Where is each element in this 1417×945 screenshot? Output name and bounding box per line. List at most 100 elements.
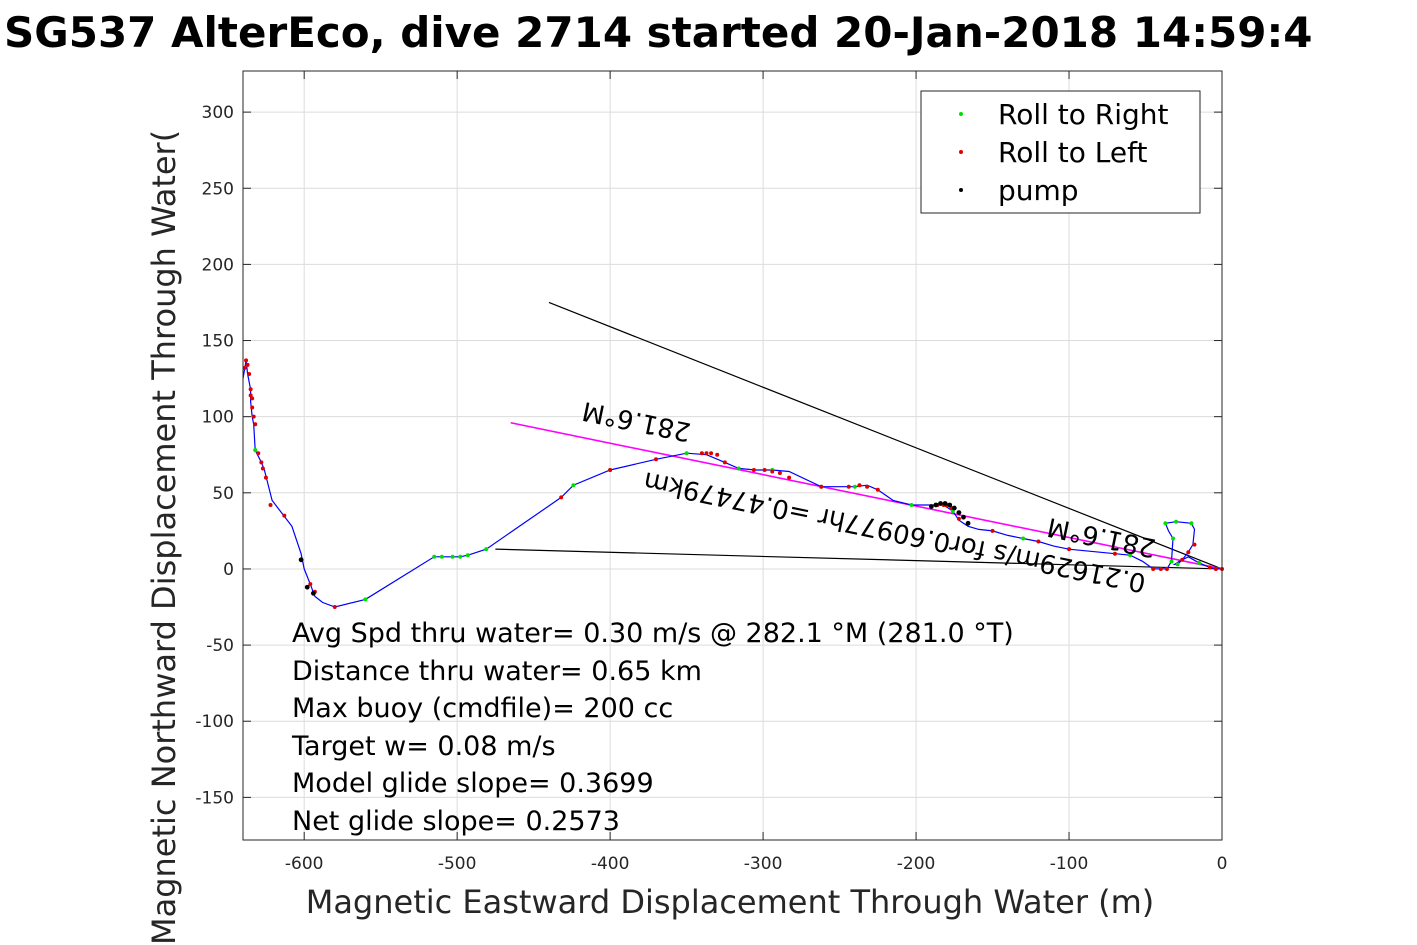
roll-right-point — [736, 466, 741, 471]
roll-left-point — [875, 487, 880, 492]
roll-left-point — [247, 372, 252, 377]
roll-left-point — [608, 467, 613, 472]
y-tick-label: 100 — [202, 408, 234, 428]
pump-point — [928, 504, 934, 509]
roll-left-point — [1186, 550, 1191, 555]
roll-left-point — [762, 467, 767, 472]
roll-left-point — [250, 396, 255, 401]
roll-left-point — [770, 469, 775, 474]
roll-left-point — [1112, 551, 1117, 556]
roll-right-point — [432, 554, 437, 559]
roll-left-point — [990, 528, 995, 533]
roll-right-point — [1169, 559, 1174, 564]
legend-label-pump: pump — [998, 174, 1079, 207]
roll-right-point — [852, 484, 857, 489]
plot-frame — [242, 70, 1223, 841]
roll-right-point — [909, 502, 914, 507]
roll-left-point — [251, 414, 256, 419]
axis-ticks: -600 -500 -400 -300 -200 -100 0-150-100-500501… — [195, 71, 1227, 874]
roll-right-point — [465, 553, 470, 558]
roll-left-point — [1180, 557, 1185, 562]
roll-right-point — [363, 597, 368, 602]
y-tick-label: 200 — [202, 255, 234, 275]
roll-right-point — [1128, 553, 1133, 558]
roll-left-point — [846, 484, 851, 489]
stat-max-buoy: Max buoy (cmdfile)= 200 cc — [292, 693, 673, 724]
roll-right-point — [1189, 521, 1194, 526]
roll-right-point — [458, 554, 463, 559]
roll-left-point — [559, 495, 564, 500]
roll-left-point — [248, 393, 253, 398]
roll-left-point — [751, 467, 756, 472]
roll-left-point — [1164, 566, 1169, 571]
pump-point — [938, 501, 943, 506]
stat-model-glide: Model glide slope= 0.3699 — [292, 768, 654, 799]
roll-left-point — [256, 451, 261, 456]
stat-target-w: Target w= 0.08 m/s — [291, 731, 556, 762]
x-tick-label: -600 — [285, 854, 324, 874]
roll-right-point — [484, 547, 489, 552]
roll-left-point — [654, 457, 659, 462]
roll-right-point — [1175, 562, 1180, 567]
roll-right-point — [439, 554, 444, 559]
roll-left-point — [259, 460, 264, 465]
roll-right-point — [684, 451, 689, 456]
stat-avg-speed: Avg Spd thru water= 0.30 m/s @ 282.1 °M … — [292, 618, 1014, 649]
x-tick-label: -200 — [897, 854, 936, 874]
roll-left-point — [1067, 547, 1072, 552]
legend: Roll to Right Roll to Left pump — [920, 90, 1201, 214]
roll-left-point — [244, 358, 249, 363]
roll-left-point — [282, 513, 287, 518]
mean-course-line — [510, 421, 1223, 570]
roll-left-point — [1158, 566, 1163, 571]
roll-left-point — [1207, 565, 1212, 570]
y-tick-label: 150 — [202, 332, 234, 352]
x-tick-label: -400 — [591, 854, 630, 874]
legend-marker-roll-left — [959, 150, 963, 154]
y-tick-label: 50 — [212, 484, 234, 504]
pump-point — [961, 514, 966, 520]
stat-distance: Distance thru water= 0.65 km — [292, 656, 702, 687]
chart-title: SG537 AlterEco, dive 2714 started 20-Jan… — [4, 8, 1312, 57]
roll-right-point — [571, 483, 576, 488]
grid — [243, 71, 1223, 840]
legend-marker-roll-right — [959, 112, 963, 116]
stats-block: Avg Spd thru water= 0.30 m/s @ 282.1 °M … — [291, 618, 1014, 837]
legend-marker-pump — [959, 188, 963, 192]
roll-left-point — [1151, 566, 1156, 571]
roll-left-point — [787, 475, 792, 480]
y-tick-label: 0 — [223, 560, 234, 580]
x-axis-label: Magnetic Eastward Displacement Through W… — [306, 883, 1155, 921]
roll-left-point — [956, 516, 961, 521]
reference-line-2 — [495, 548, 1223, 570]
roll-left-point — [242, 365, 247, 370]
roll-left-point — [777, 471, 782, 476]
roll-left-point — [260, 466, 265, 471]
roll-left-point — [253, 422, 258, 427]
roll-right-point — [1174, 519, 1179, 524]
reference-line-1 — [548, 301, 1223, 570]
roll-left-point — [857, 483, 862, 488]
roll-left-point — [245, 362, 250, 367]
pump-point — [965, 520, 971, 526]
pump-point — [942, 501, 948, 506]
roll-left-point — [699, 451, 704, 456]
roll-right-point — [1021, 536, 1026, 541]
roll-left-point — [722, 460, 727, 465]
roll-right-point — [1197, 560, 1202, 565]
y-tick-label: -150 — [195, 788, 234, 808]
pump-point — [310, 590, 316, 596]
pump-point — [304, 584, 310, 590]
roll-right-point — [450, 554, 455, 559]
y-tick-label: -100 — [195, 712, 234, 732]
roll-left-point — [248, 387, 253, 392]
roll-right-point — [253, 448, 258, 453]
roll-left-point — [865, 484, 870, 489]
roll-left-point — [715, 452, 720, 457]
pump-point — [951, 505, 957, 511]
stat-net-glide: Net glide slope= 0.2573 — [292, 806, 620, 837]
legend-label-roll-right: Roll to Right — [998, 98, 1169, 131]
roll-left-point — [250, 405, 255, 410]
data-layer — [242, 301, 1224, 610]
